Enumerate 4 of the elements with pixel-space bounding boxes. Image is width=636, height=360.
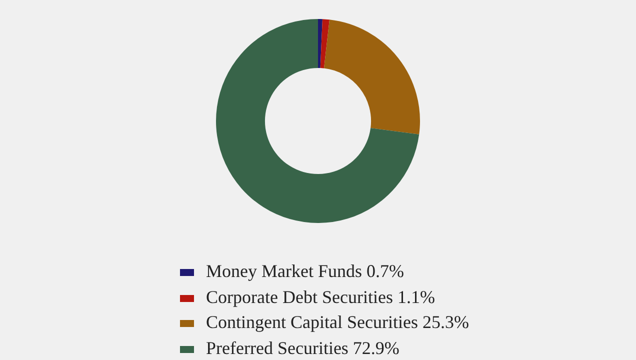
legend-label: Money Market Funds 0.7% (206, 261, 404, 281)
legend-label: Corporate Debt Securities 1.1% (206, 286, 435, 306)
legend-label: Contingent Capital Securities 25.3% (206, 312, 469, 332)
legend-label: Preferred Securities 72.9% (206, 338, 400, 358)
